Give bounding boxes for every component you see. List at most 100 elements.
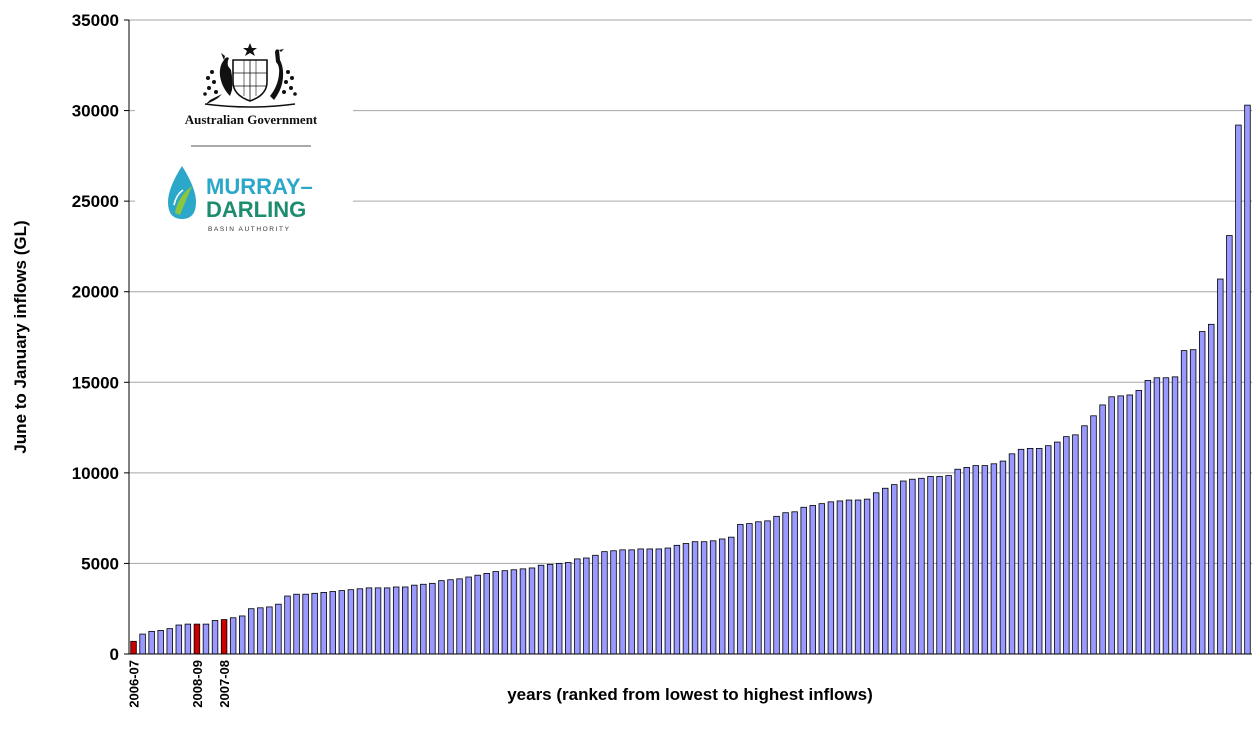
mdba-darling-text: DARLING bbox=[206, 197, 306, 222]
bar bbox=[356, 588, 364, 655]
water-drop-icon bbox=[168, 166, 196, 219]
bar bbox=[990, 463, 998, 655]
bar bbox=[755, 521, 762, 655]
bar bbox=[565, 562, 572, 655]
bar bbox=[374, 587, 382, 655]
bar bbox=[474, 574, 481, 655]
bar-highlighted bbox=[220, 619, 228, 655]
bar bbox=[202, 623, 210, 655]
bar bbox=[257, 607, 264, 655]
bar bbox=[999, 460, 1007, 655]
bar bbox=[184, 623, 192, 655]
bar bbox=[882, 487, 889, 655]
bar bbox=[275, 603, 282, 655]
y-tick-label: 15000 bbox=[72, 373, 119, 392]
bar bbox=[574, 558, 581, 655]
bar bbox=[1180, 350, 1188, 655]
bar bbox=[700, 541, 708, 655]
bar bbox=[392, 586, 400, 655]
x-tick-label: 2008-09 bbox=[190, 660, 205, 708]
bar bbox=[555, 563, 563, 655]
bar bbox=[1162, 377, 1170, 655]
bar bbox=[438, 580, 445, 655]
bar bbox=[981, 465, 989, 655]
bar bbox=[1144, 380, 1152, 655]
axes bbox=[128, 20, 1252, 655]
bar bbox=[891, 484, 898, 655]
y-tick-label: 5000 bbox=[81, 554, 119, 573]
bar bbox=[583, 557, 590, 655]
bar bbox=[528, 567, 536, 655]
y-tick-label: 10000 bbox=[72, 464, 119, 483]
bar bbox=[139, 633, 146, 655]
logo-panel: Australian Government MURRAY– DARLING BA… bbox=[135, 25, 353, 255]
bar bbox=[311, 592, 318, 655]
bar bbox=[800, 506, 807, 655]
bar bbox=[166, 628, 173, 655]
bar bbox=[157, 630, 164, 655]
bar bbox=[1017, 448, 1025, 655]
bar bbox=[691, 541, 699, 655]
mdba-basin-authority-text: BASIN AUTHORITY bbox=[208, 226, 291, 233]
bar bbox=[293, 593, 300, 655]
bar bbox=[248, 608, 255, 655]
bar bbox=[537, 564, 545, 655]
bar bbox=[1108, 396, 1115, 655]
bar bbox=[411, 584, 418, 655]
bar bbox=[510, 569, 518, 655]
bar bbox=[175, 624, 183, 655]
y-tick-label: 20000 bbox=[72, 283, 119, 302]
bar bbox=[818, 503, 826, 655]
bar bbox=[610, 550, 617, 655]
bar bbox=[329, 591, 336, 655]
bar bbox=[1045, 445, 1052, 655]
bar bbox=[918, 477, 925, 655]
bar bbox=[1090, 415, 1097, 655]
bar bbox=[601, 551, 608, 655]
bar bbox=[1226, 235, 1233, 655]
bar bbox=[1026, 447, 1034, 655]
bar bbox=[863, 498, 871, 655]
bar bbox=[782, 512, 789, 655]
bar bbox=[709, 540, 717, 655]
bar bbox=[1035, 447, 1043, 655]
bar bbox=[664, 547, 672, 655]
bar bbox=[519, 568, 527, 655]
bar bbox=[546, 563, 554, 655]
mdba-murray-text: MURRAY– bbox=[206, 174, 313, 199]
bar bbox=[1153, 377, 1161, 655]
bar bbox=[972, 465, 979, 655]
bar bbox=[347, 589, 355, 655]
bar bbox=[238, 615, 246, 655]
australian-coat-of-arms-icon bbox=[203, 43, 297, 108]
bar bbox=[1217, 278, 1224, 655]
y-tick-label: 30000 bbox=[72, 102, 119, 121]
bar bbox=[791, 511, 798, 655]
bar bbox=[628, 549, 635, 655]
bar bbox=[954, 468, 961, 655]
bar bbox=[302, 593, 309, 655]
bar bbox=[402, 586, 409, 655]
y-axis-title: June to January inflows (GL) bbox=[11, 220, 30, 453]
bar bbox=[809, 505, 816, 655]
x-tick-label: 2006-07 bbox=[127, 660, 142, 708]
bar bbox=[456, 578, 463, 655]
bar bbox=[827, 501, 835, 655]
bars-group bbox=[130, 104, 1251, 655]
bar bbox=[483, 572, 490, 655]
bar bbox=[1208, 323, 1215, 655]
bar bbox=[266, 606, 273, 655]
bar bbox=[211, 620, 219, 655]
x-tick-labels: 2006-07 2008-09 2007-08 bbox=[127, 660, 233, 708]
bar bbox=[284, 595, 291, 655]
bar bbox=[492, 571, 500, 655]
bar bbox=[646, 548, 653, 655]
bar bbox=[773, 515, 780, 655]
bar bbox=[1117, 395, 1124, 655]
bar-highlighted bbox=[130, 640, 137, 655]
bar bbox=[148, 630, 155, 655]
bar bbox=[1072, 434, 1079, 655]
bar bbox=[1099, 404, 1106, 655]
bar bbox=[1126, 394, 1133, 655]
